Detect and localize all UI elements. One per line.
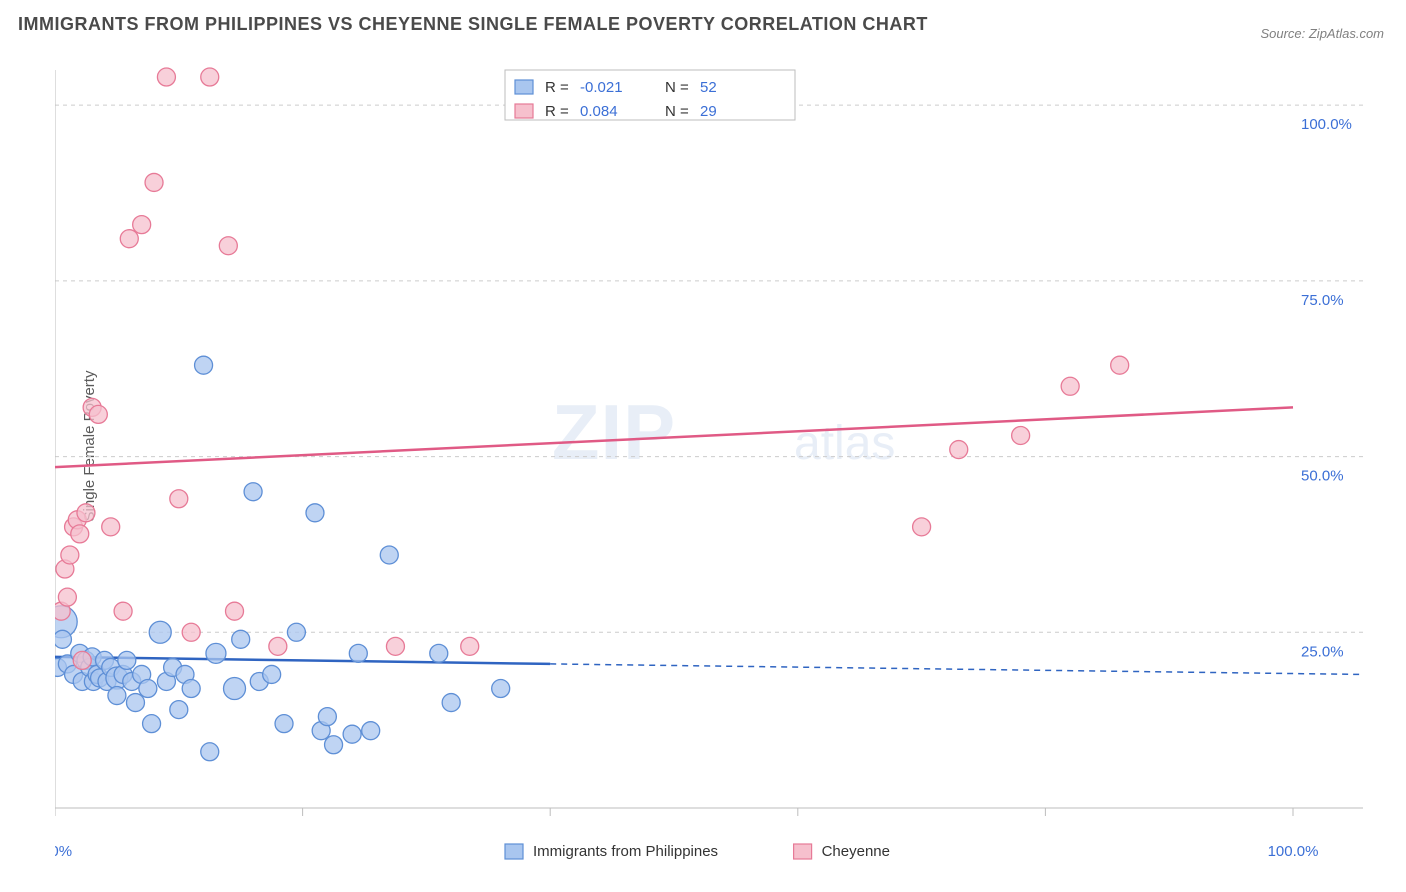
point-cheyenne: [170, 490, 188, 508]
y-tick-label: 50.0%: [1301, 468, 1344, 485]
point-philippines: [492, 680, 510, 698]
chart-container: IMMIGRANTS FROM PHILIPPINES VS CHEYENNE …: [0, 0, 1406, 892]
legend-n-label: N =: [665, 79, 689, 96]
point-cheyenne: [950, 441, 968, 459]
point-cheyenne: [1012, 426, 1030, 444]
scatter-chart-svg: ZIP atlas 25.0% 50.0% 75.0% 100.0% 0.0% 100.0% R…: [55, 58, 1381, 878]
point-philippines: [143, 715, 161, 733]
legend-swatch-bottom: [794, 844, 812, 859]
point-cheyenne: [114, 602, 132, 620]
legend-n-value: 52: [700, 79, 717, 96]
legend-r-label: R =: [545, 103, 569, 120]
legend-label: Immigrants from Philippines: [533, 843, 718, 860]
svg-text:ZIP: ZIP: [552, 388, 676, 476]
source-attribution: Source: ZipAtlas.com: [1260, 26, 1384, 41]
point-cheyenne: [182, 623, 200, 641]
point-philippines: [442, 694, 460, 712]
legend-n-label: N =: [665, 103, 689, 120]
point-cheyenne: [1061, 377, 1079, 395]
point-philippines: [201, 743, 219, 761]
point-cheyenne: [201, 68, 219, 86]
point-philippines: [149, 621, 171, 643]
point-philippines: [263, 665, 281, 683]
legend-swatch-bottom: [505, 844, 523, 859]
y-tick-label: 100.0%: [1301, 116, 1352, 133]
point-cheyenne: [145, 173, 163, 191]
x-tick-label: 0.0%: [55, 843, 72, 860]
point-philippines: [343, 725, 361, 743]
point-cheyenne: [157, 68, 175, 86]
point-philippines: [126, 694, 144, 712]
point-cheyenne: [89, 405, 107, 423]
point-philippines: [244, 483, 262, 501]
point-cheyenne: [102, 518, 120, 536]
point-philippines: [380, 546, 398, 564]
point-cheyenne: [133, 216, 151, 234]
legend-label: Cheyenne: [822, 843, 890, 860]
point-cheyenne: [71, 525, 89, 543]
point-philippines: [55, 630, 71, 648]
point-philippines: [318, 708, 336, 726]
point-philippines: [349, 644, 367, 662]
point-philippines: [287, 623, 305, 641]
legend-n-value: 29: [700, 103, 717, 120]
y-tick-label: 75.0%: [1301, 292, 1344, 309]
point-philippines: [118, 651, 136, 669]
point-cheyenne: [269, 637, 287, 655]
point-philippines: [108, 687, 126, 705]
point-philippines: [195, 356, 213, 374]
point-philippines: [224, 678, 246, 700]
point-philippines: [325, 736, 343, 754]
point-philippines: [430, 644, 448, 662]
point-cheyenne: [58, 588, 76, 606]
point-philippines: [139, 680, 157, 698]
trendline-philippines-extrap: [550, 664, 1363, 675]
point-philippines: [206, 643, 226, 663]
point-cheyenne: [120, 230, 138, 248]
y-tick-label: 25.0%: [1301, 643, 1344, 660]
point-cheyenne: [386, 637, 404, 655]
point-philippines: [275, 715, 293, 733]
point-cheyenne: [1111, 356, 1129, 374]
point-cheyenne: [77, 504, 95, 522]
legend-r-label: R =: [545, 79, 569, 96]
point-philippines: [182, 680, 200, 698]
point-cheyenne: [73, 651, 91, 669]
svg-text:atlas: atlas: [794, 417, 895, 470]
point-philippines: [170, 701, 188, 719]
point-cheyenne: [913, 518, 931, 536]
legend-swatch: [515, 80, 533, 94]
legend-r-value: -0.021: [580, 79, 623, 96]
point-cheyenne: [219, 237, 237, 255]
x-tick-label: 100.0%: [1268, 843, 1319, 860]
legend-swatch: [515, 104, 533, 118]
point-philippines: [362, 722, 380, 740]
point-philippines: [306, 504, 324, 522]
point-cheyenne: [226, 602, 244, 620]
point-cheyenne: [461, 637, 479, 655]
legend-r-value: 0.084: [580, 103, 618, 120]
point-cheyenne: [61, 546, 79, 564]
point-philippines: [232, 630, 250, 648]
plot-area: ZIPatlas25.0%50.0%75.0%100.0%0.0%100.0%R…: [55, 58, 1381, 828]
chart-title: IMMIGRANTS FROM PHILIPPINES VS CHEYENNE …: [18, 14, 928, 35]
